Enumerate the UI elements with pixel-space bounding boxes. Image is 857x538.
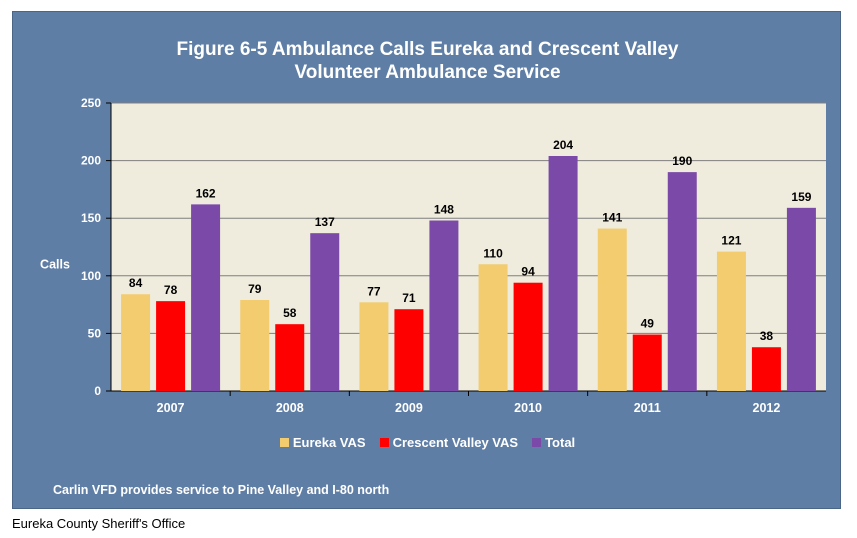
data-label: 78: [164, 283, 178, 297]
legend-swatch-eureka: [279, 438, 289, 447]
x-tick-label: 2007: [157, 401, 185, 415]
data-label: 159: [791, 190, 811, 204]
bar: [716, 251, 746, 391]
y-tick-label: 50: [88, 326, 102, 340]
bar: [751, 347, 781, 391]
data-label: 71: [402, 291, 416, 305]
data-label: 148: [434, 203, 454, 217]
y-tick-label: 150: [81, 211, 101, 225]
x-tick-label: 2010: [514, 401, 542, 415]
plot-area: [111, 103, 826, 391]
bar: [310, 233, 340, 391]
data-label: 110: [483, 246, 503, 260]
bar: [513, 282, 543, 391]
chart-footnote: Carlin VFD provides service to Pine Vall…: [53, 483, 390, 497]
y-tick-label: 100: [81, 269, 101, 283]
bar: [240, 299, 270, 391]
bar: [597, 228, 627, 391]
data-label: 84: [129, 276, 143, 290]
data-label: 121: [721, 234, 741, 248]
x-tick-label: 2012: [753, 401, 781, 415]
data-label: 38: [760, 329, 774, 343]
legend-swatch-crescent-valley: [379, 438, 389, 447]
data-label: 58: [283, 306, 297, 320]
legend-label-total: Total: [545, 435, 576, 450]
data-label: 77: [367, 284, 381, 298]
data-label: 137: [315, 215, 335, 229]
bar: [548, 155, 578, 391]
data-label: 49: [641, 317, 655, 331]
legend-label-eureka: Eureka VAS: [292, 435, 366, 450]
x-tick-label: 2008: [276, 401, 304, 415]
bar: [667, 172, 697, 391]
bar: [429, 220, 459, 391]
data-label: 190: [672, 154, 692, 168]
source-caption: Eureka County Sheriff's Office: [12, 516, 186, 531]
legend-item-crescent-valley: Crescent Valley VAS: [379, 435, 519, 450]
x-tick-label: 2009: [395, 401, 423, 415]
data-label: 94: [521, 265, 535, 279]
bar: [786, 207, 816, 391]
data-label: 79: [248, 282, 262, 296]
x-tick-label: 2011: [634, 401, 661, 415]
legend-item-total: Total: [532, 435, 575, 450]
y-tick-label: 200: [81, 154, 101, 168]
legend-label-crescent-valley: Crescent Valley VAS: [392, 435, 519, 450]
bar-chart: 0 50 100 150 200 250 Calls 84 78 162 2007 79 58 137 20…: [40, 96, 826, 415]
y-axis-label: Calls: [40, 257, 70, 271]
legend-swatch-total: [532, 438, 542, 447]
bar: [478, 264, 508, 391]
legend-item-eureka: Eureka VAS: [279, 435, 366, 450]
bar: [359, 302, 389, 391]
bar: [156, 301, 186, 391]
bar: [632, 334, 662, 391]
chart-title-line-1: Figure 6-5 Ambulance Calls Eureka and Cr…: [176, 39, 679, 60]
bar: [394, 309, 424, 391]
data-label: 204: [553, 138, 573, 152]
bar: [191, 204, 221, 391]
bar: [121, 294, 151, 391]
chart-title-line-2: Volunteer Ambulance Service: [294, 62, 561, 83]
data-label: 162: [196, 186, 216, 200]
y-tick-label: 0: [94, 384, 101, 398]
bar: [275, 324, 305, 391]
y-tick-label: 250: [81, 96, 101, 110]
chart-legend: Eureka VAS Crescent Valley VAS Total: [13, 435, 842, 450]
chart-panel: Figure 6-5 Ambulance Calls Eureka and Cr…: [12, 11, 841, 509]
data-label: 141: [602, 211, 622, 225]
